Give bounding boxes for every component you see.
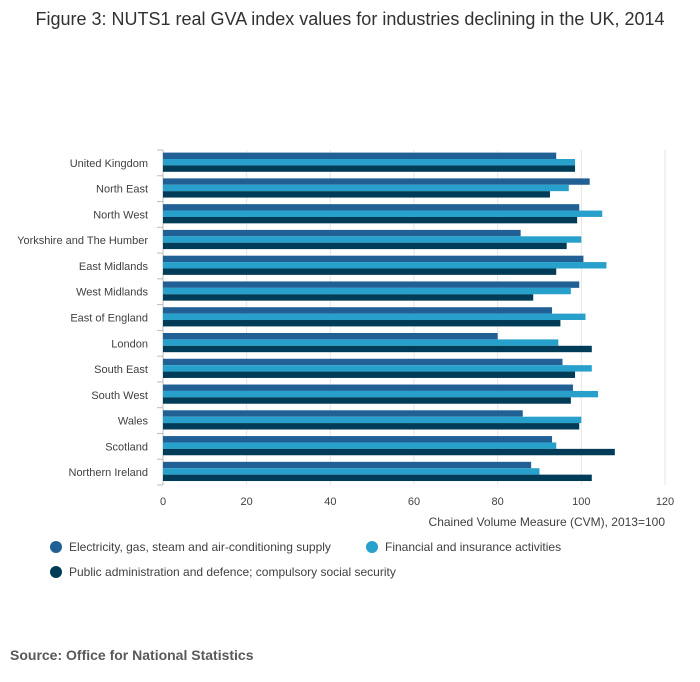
bar (163, 468, 540, 475)
category-label: United Kingdom (70, 158, 148, 170)
bar (163, 294, 534, 301)
bar (163, 384, 573, 391)
bar (163, 255, 584, 263)
bar (163, 216, 578, 224)
bar (163, 339, 559, 346)
bar (163, 262, 607, 269)
legend-dot-icon (366, 541, 378, 553)
bar (163, 313, 586, 321)
legend-item-electricity: Electricity, gas, steam and air-conditio… (50, 540, 331, 554)
bar (163, 191, 550, 198)
bar (163, 307, 553, 314)
bar (163, 474, 592, 482)
category-label: Northern Ireland (69, 467, 149, 479)
x-axis-ticks: 0 20 40 60 80 100 120 (160, 496, 674, 508)
category-label: East of England (70, 313, 148, 325)
bar (163, 442, 557, 449)
legend-dot-icon (50, 566, 62, 578)
bar (163, 436, 553, 443)
bar (163, 236, 582, 243)
category-label: West Midlands (76, 287, 148, 299)
bar (163, 184, 569, 192)
x-tick-label: 100 (572, 496, 590, 508)
bar (163, 345, 592, 353)
bar (163, 390, 599, 398)
category-labels: United Kingdom North East North West Yorksh… (17, 158, 148, 479)
x-tick-label: 20 (241, 496, 253, 508)
bar (163, 423, 580, 430)
legend-item-financial: Financial and insurance activities (366, 540, 561, 554)
bar (163, 365, 592, 372)
bar (163, 371, 576, 378)
bars (163, 152, 615, 482)
bar (163, 448, 615, 456)
bar (163, 461, 532, 469)
bar (163, 397, 571, 404)
legend-label: Public administration and defence; compu… (69, 565, 396, 579)
bar (163, 165, 576, 172)
legend-item-public-admin: Public administration and defence; compu… (50, 565, 396, 579)
bar (163, 242, 567, 250)
category-label: South West (91, 390, 148, 402)
x-tick-label: 80 (492, 496, 504, 508)
category-label: North West (93, 209, 148, 221)
bar (163, 287, 571, 295)
bar-chart: United Kingdom North East North West Yorksh… (17, 149, 674, 529)
x-tick-label: 40 (324, 496, 336, 508)
legend-label: Financial and insurance activities (385, 540, 562, 554)
bar (163, 358, 563, 366)
category-label: Wales (118, 416, 149, 428)
category-label: North East (96, 184, 148, 196)
x-tick-label: 60 (408, 496, 420, 508)
x-tick-label: 120 (656, 496, 674, 508)
source-note: Source: Office for National Statistics (10, 647, 254, 663)
x-axis-label: Chained Volume Measure (CVM), 2013=100 (429, 515, 666, 529)
bar (163, 210, 603, 217)
bar (163, 320, 561, 327)
legend-label: Electricity, gas, steam and air-conditio… (69, 540, 331, 554)
bar (163, 281, 580, 288)
category-label: South East (94, 364, 148, 376)
x-tick-label: 0 (160, 496, 166, 508)
legend-dot-icon (50, 541, 62, 553)
bar (163, 410, 523, 417)
category-label: Yorkshire and The Humber (17, 235, 148, 247)
bar (163, 416, 582, 424)
bar (163, 159, 576, 166)
category-label: London (111, 338, 148, 350)
bar (163, 268, 557, 275)
chart-title: Figure 3: NUTS1 real GVA index values fo… (35, 9, 665, 29)
bar (163, 229, 521, 237)
bar (163, 204, 580, 211)
bar (163, 332, 498, 340)
category-label: Scotland (105, 441, 148, 453)
bar (163, 178, 590, 185)
category-label: East Midlands (79, 261, 149, 273)
bar (163, 152, 557, 159)
